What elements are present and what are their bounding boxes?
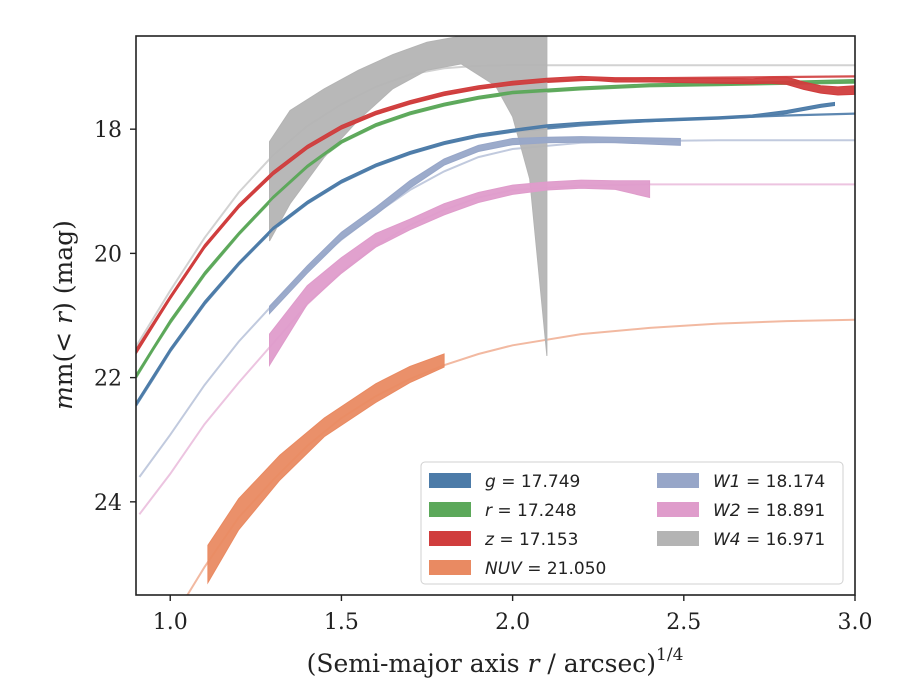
legend-label-w2: W2 = 18.891 [713,501,825,521]
series-w1-band [269,136,681,315]
x-tick-label: 2.0 [495,610,530,635]
legend-box [420,461,844,585]
x-axis-label-tail: / arcsec) [539,649,656,678]
legend-label-g: g = 17.749 [485,472,580,492]
legend: g = 17.749 r = 17.248 z = 17.153 NUV = 21.0… [420,461,844,585]
y-tick-label: 18 [94,118,122,143]
legend-label-r: r = 17.248 [485,501,577,521]
x-axis-label-variable: r [528,649,542,678]
series-r-band [136,78,855,379]
legend-label-w1: W1 = 18.174 [713,472,825,492]
legend-label-nuv: NUV = 21.050 [485,559,606,579]
legend-swatch-z [429,531,471,546]
series-g-band [136,101,835,407]
y-tick-label: 24 [94,491,122,516]
legend-swatch-r [429,502,471,517]
legend-swatch-g [429,473,471,488]
x-axis-label-main: (Semi-major axis [307,649,528,678]
x-tick-label: 1.5 [324,610,359,635]
x-axis-label-superscript: 1/4 [656,645,683,665]
series-w2-band [269,179,651,367]
series-z-band [136,75,855,355]
plot-frame [135,35,856,596]
legend-label-w4: W4 = 16.971 [713,530,825,550]
series-nuv-band [207,353,445,585]
y-axis-label-pre: m(< [49,324,78,386]
x-axis: 1.0 1.5 2.0 2.5 3.0 [153,595,873,635]
plot-area [136,36,855,595]
legend-swatch-w4 [657,531,699,546]
legend-swatch-w1 [657,473,699,488]
legend-swatch-nuv [429,560,471,575]
legend-label-z: z = 17.153 [484,530,578,550]
x-tick-label: 1.0 [153,610,188,635]
x-axis-label: (Semi-major axis r / arcsec)1/4 [307,645,684,678]
legend-swatch-w2 [657,502,699,517]
series-w4-band [269,36,548,356]
x-tick-label: 2.5 [666,610,701,635]
y-axis: 18 20 22 24 [94,118,136,516]
y-tick-label: 20 [94,242,122,267]
x-tick-label: 3.0 [838,610,873,635]
y-axis-label-variable: r [49,310,78,324]
y-axis-label: mm(< r) (mag) [49,220,78,410]
y-tick-label: 22 [94,367,122,392]
y-axis-label-post: ) (mag) [49,220,78,312]
